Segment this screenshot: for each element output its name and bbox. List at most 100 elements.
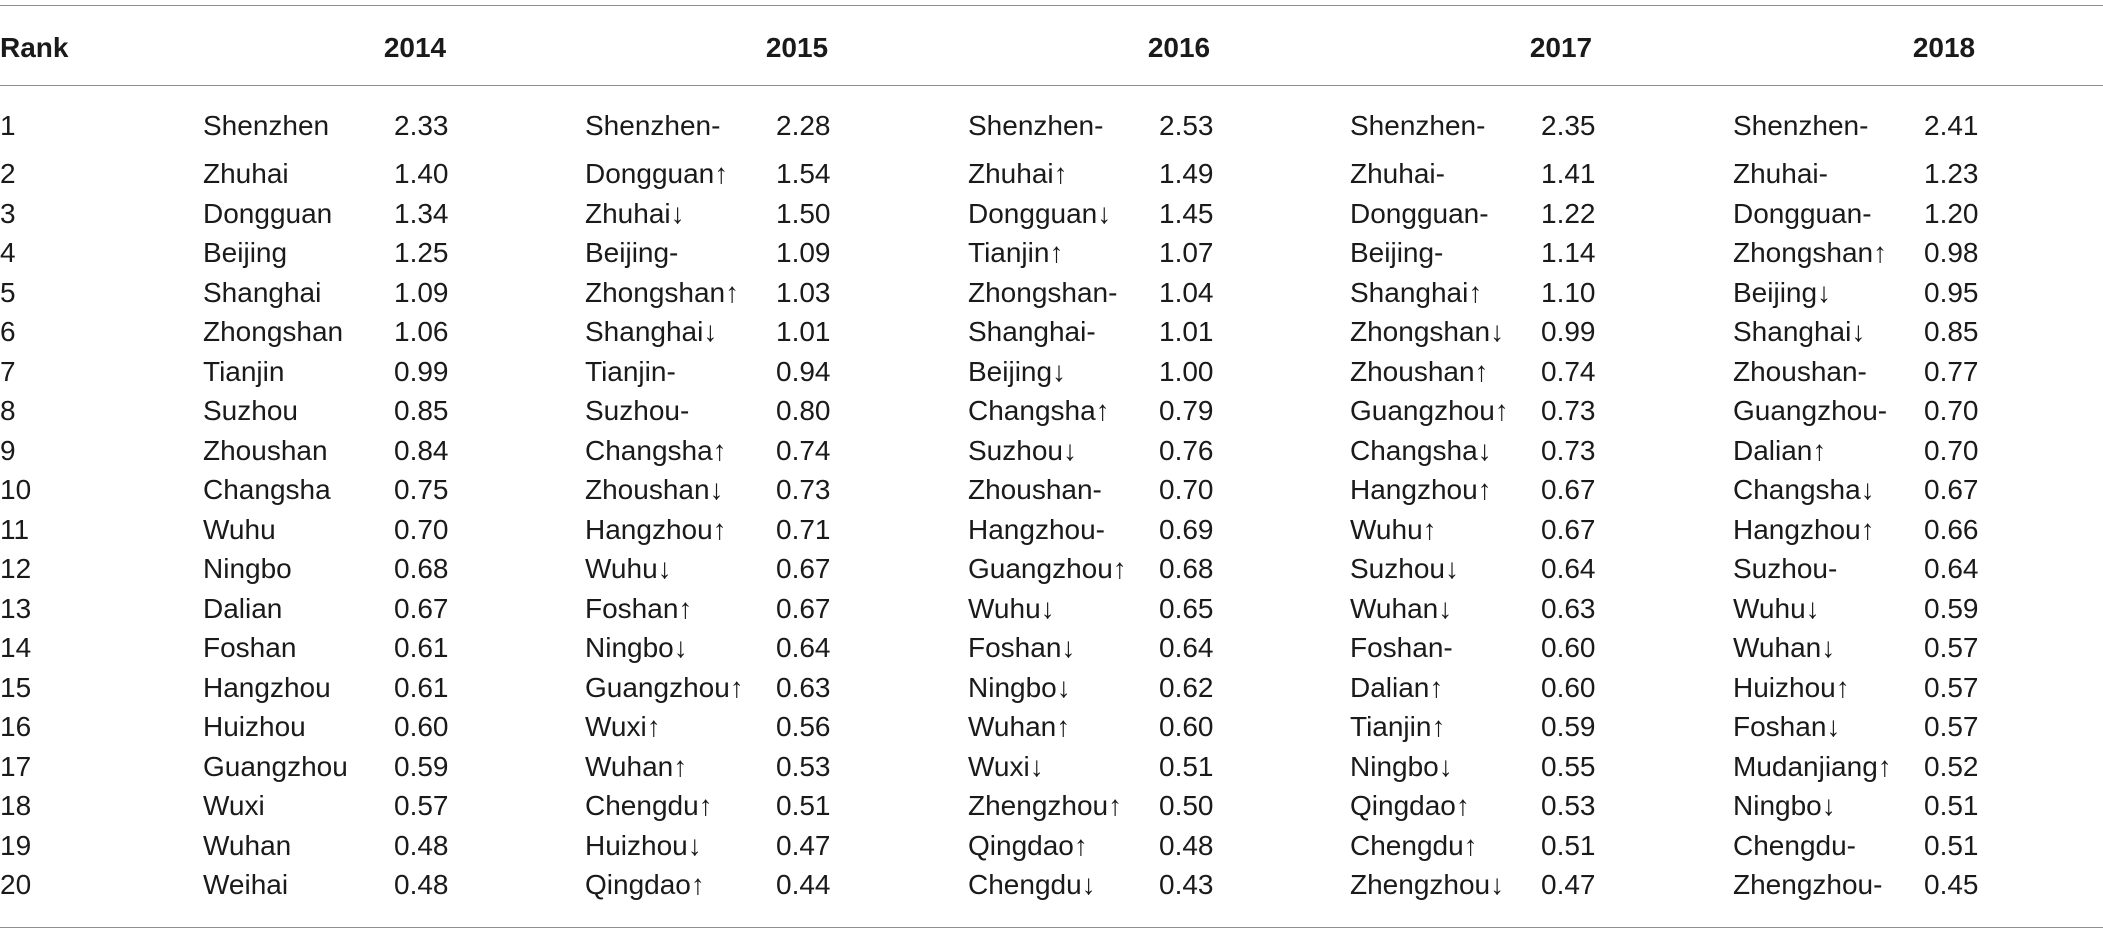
city-cell: Changsha↑ xyxy=(968,395,1110,426)
value-cell: 0.57 xyxy=(1924,672,1979,703)
value-cell: 0.67 xyxy=(394,593,449,624)
value-cell: 0.63 xyxy=(1541,593,1596,624)
city-cell: Suzhou↓ xyxy=(1350,553,1459,584)
table-row: 5 Shanghai 1.09 Zhongshan↑ 1.03 Zhongshan- 1.0… xyxy=(0,273,2103,313)
value-cell: 0.75 xyxy=(394,474,449,505)
city-cell: Foshan↑ xyxy=(585,593,693,624)
value-cell: 1.06 xyxy=(394,316,449,347)
value-cell: 0.99 xyxy=(394,356,449,387)
city-cell: Wuxi↑ xyxy=(585,711,661,742)
table-row: 2 Zhuhai 1.40 Dongguan↑ 1.54 Zhuhai↑ 1.49 Zhuha… xyxy=(0,154,2103,194)
city-cell: Tianjin↑ xyxy=(1350,711,1446,742)
city-cell: Huizhou↓ xyxy=(585,830,702,861)
city-cell: Wuhan↑ xyxy=(968,711,1071,742)
rank-cell: 13 xyxy=(0,593,32,624)
city-cell: Wuhu xyxy=(203,514,276,545)
city-cell: Tianjin↑ xyxy=(968,237,1064,268)
city-cell: Ningbo xyxy=(203,553,292,584)
value-cell: 1.22 xyxy=(1541,198,1596,229)
city-cell: Changsha↓ xyxy=(1733,474,1875,505)
value-cell: 1.01 xyxy=(776,316,831,347)
city-cell: Tianjin xyxy=(203,356,285,387)
city-cell: Hangzhou↑ xyxy=(585,514,727,545)
city-cell: Hangzhou↑ xyxy=(1350,474,1492,505)
city-cell: Dalian↑ xyxy=(1350,672,1444,703)
city-cell: Suzhou- xyxy=(1733,553,1838,584)
value-cell: 0.56 xyxy=(776,711,831,742)
rank-cell: 10 xyxy=(0,474,32,505)
value-cell: 0.99 xyxy=(1541,316,1596,347)
value-cell: 0.62 xyxy=(1159,672,1214,703)
value-cell: 2.35 xyxy=(1541,110,1596,141)
rank-header: Rank xyxy=(0,32,69,63)
city-cell: Hangzhou↑ xyxy=(1733,514,1875,545)
value-cell: 0.45 xyxy=(1924,869,1979,900)
value-cell: 1.23 xyxy=(1924,158,1979,189)
value-cell: 1.45 xyxy=(1159,198,1214,229)
city-cell: Shenzhen- xyxy=(1350,110,1486,141)
value-cell: 0.67 xyxy=(776,593,831,624)
rank-cell: 2 xyxy=(0,158,16,189)
value-cell: 0.73 xyxy=(1541,395,1596,426)
value-cell: 1.25 xyxy=(394,237,449,268)
rank-cell: 17 xyxy=(0,751,32,782)
city-cell: Ningbo↓ xyxy=(585,632,688,663)
city-cell: Zhengzhou↑ xyxy=(968,790,1123,821)
city-cell: Chengdu↑ xyxy=(585,790,713,821)
table-row: 16 Huizhou 0.60 Wuxi↑ 0.56 Wuhan↑ 0.60 Tianjin↑… xyxy=(0,707,2103,747)
table-row: 8 Suzhou 0.85 Suzhou- 0.80 Changsha↑ 0.79 Guang… xyxy=(0,391,2103,431)
value-cell: 0.94 xyxy=(776,356,831,387)
value-cell: 0.51 xyxy=(1159,751,1214,782)
table-row: 3 Dongguan 1.34 Zhuhai↓ 1.50 Dongguan↓ 1.45 Don… xyxy=(0,194,2103,234)
rank-cell: 6 xyxy=(0,316,16,347)
rank-cell: 5 xyxy=(0,277,16,308)
value-cell: 0.51 xyxy=(1924,790,1979,821)
value-cell: 0.60 xyxy=(1159,711,1214,742)
city-cell: Dalian xyxy=(203,593,283,624)
rank-cell: 8 xyxy=(0,395,16,426)
city-cell: Dongguan↓ xyxy=(968,198,1112,229)
city-cell: Shanghai xyxy=(203,277,322,308)
city-cell: Weihai xyxy=(203,869,289,900)
city-cell: Mudanjiang↑ xyxy=(1733,751,1892,782)
city-cell: Dongguan- xyxy=(1350,198,1489,229)
rank-cell: 16 xyxy=(0,711,32,742)
city-cell: Zhuhai xyxy=(203,158,289,189)
city-cell: Chengdu↑ xyxy=(1350,830,1478,861)
year-header-2018: 2018 xyxy=(1912,32,1976,63)
city-cell: Shenzhen xyxy=(203,110,330,141)
value-cell: 1.10 xyxy=(1541,277,1596,308)
bottom-rule xyxy=(0,927,2103,928)
city-cell: Shenzhen- xyxy=(968,110,1104,141)
city-cell: Beijing- xyxy=(1350,237,1444,268)
year-header-2016: 2016 xyxy=(1147,32,1211,63)
city-cell: Wuhan xyxy=(203,830,292,861)
value-cell: 1.49 xyxy=(1159,158,1214,189)
city-cell: Zhuhai- xyxy=(1350,158,1445,189)
city-cell: Wuhan↓ xyxy=(1350,593,1453,624)
value-cell: 1.09 xyxy=(776,237,831,268)
value-cell: 1.04 xyxy=(1159,277,1214,308)
value-cell: 0.70 xyxy=(394,514,449,545)
value-cell: 0.43 xyxy=(1159,869,1214,900)
value-cell: 0.57 xyxy=(1924,711,1979,742)
city-cell: Zhuhai↓ xyxy=(585,198,685,229)
city-cell: Zhoushan- xyxy=(968,474,1102,505)
rank-cell: 12 xyxy=(0,553,32,584)
value-cell: 0.64 xyxy=(1924,553,1979,584)
city-cell: Wuhu↓ xyxy=(1733,593,1820,624)
value-cell: 0.64 xyxy=(1541,553,1596,584)
city-cell: Zhuhai↑ xyxy=(968,158,1068,189)
value-cell: 0.59 xyxy=(394,751,449,782)
city-cell: Shanghai↓ xyxy=(1733,316,1866,347)
value-cell: 0.73 xyxy=(776,474,831,505)
value-cell: 0.98 xyxy=(1924,237,1979,268)
city-cell: Dalian↑ xyxy=(1733,435,1827,466)
value-cell: 0.57 xyxy=(1924,632,1979,663)
city-cell: Zhongshan↑ xyxy=(585,277,740,308)
value-cell: 1.54 xyxy=(776,158,831,189)
rank-cell: 3 xyxy=(0,198,16,229)
rank-cell: 18 xyxy=(0,790,32,821)
value-cell: 0.67 xyxy=(1541,514,1596,545)
value-cell: 0.67 xyxy=(1924,474,1979,505)
